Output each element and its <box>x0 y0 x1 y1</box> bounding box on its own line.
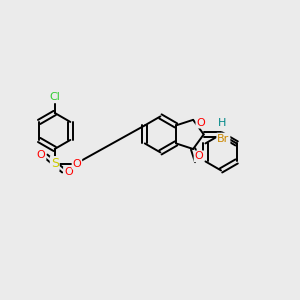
Text: Cl: Cl <box>49 92 60 102</box>
Text: S: S <box>51 157 59 170</box>
Text: H: H <box>218 118 226 128</box>
Text: O: O <box>194 151 203 161</box>
Text: O: O <box>37 150 46 160</box>
Text: O: O <box>64 167 73 177</box>
Text: Br: Br <box>217 134 230 144</box>
Text: O: O <box>73 158 81 169</box>
Text: O: O <box>196 118 205 128</box>
